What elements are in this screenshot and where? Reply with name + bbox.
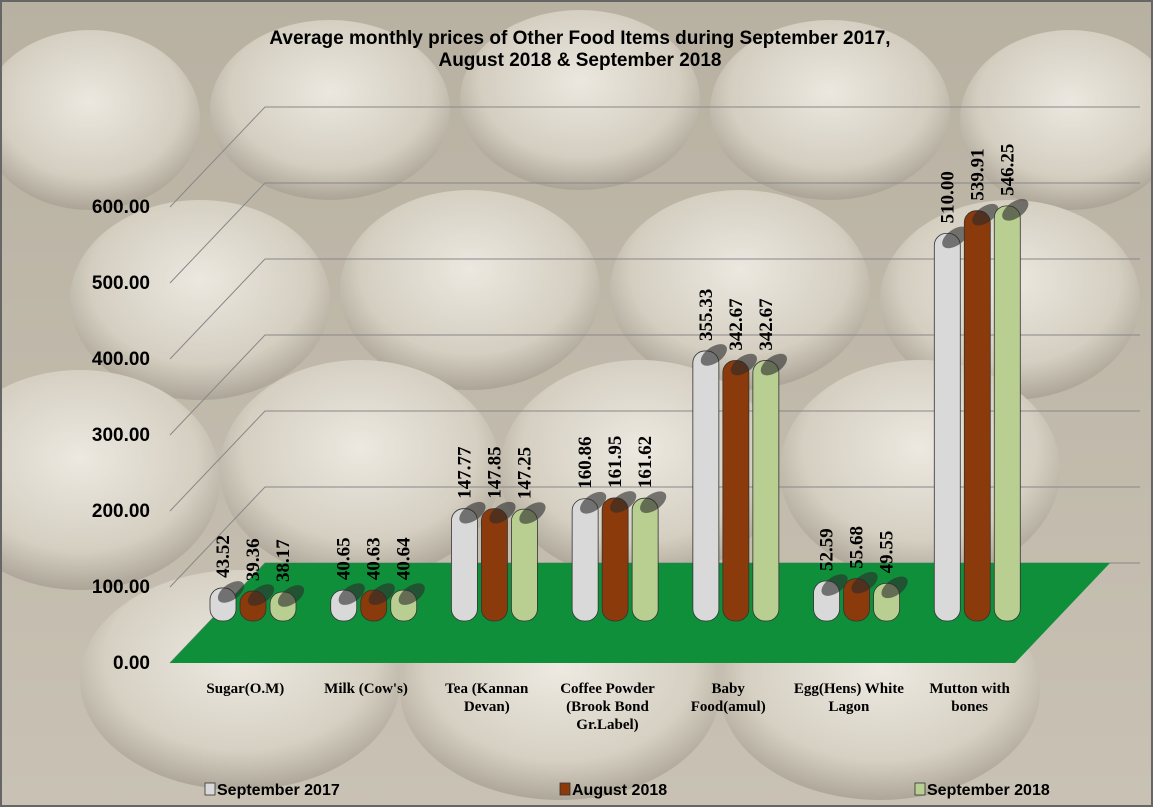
bar-cap [1002,199,1029,221]
grid-line [169,486,1140,588]
bar-cap [760,353,787,376]
bar [752,360,780,622]
bar-cap [730,353,757,376]
value-label: 147.25 [514,447,535,499]
bar [993,205,1021,622]
bar-cap [368,583,395,605]
grid-line [169,410,1140,512]
legend-swatch [914,782,926,796]
bar [451,508,478,622]
value-label: 161.62 [635,436,656,488]
x-tick-label: Milk (Cow's) [324,681,408,697]
bar-cap [217,581,245,603]
bar-cap [610,491,637,513]
value-label: 342.67 [756,298,777,351]
bar-cap [398,583,425,605]
bar-cap [851,571,878,594]
value-label: 40.65 [334,537,355,580]
bar [692,350,720,622]
grid-line [169,182,1140,284]
x-tick-label: Egg(Hens) White Lagon [793,681,904,715]
value-label: 355.33 [696,289,717,341]
bar [481,508,508,622]
value-label: 539.91 [967,148,988,200]
bar-cap [277,585,305,607]
value-label: 52.59 [817,528,838,571]
bar-cap [580,491,607,514]
y-tick-label: 300.00 [92,425,150,446]
bar [571,498,599,622]
bar-cap [489,501,516,524]
bar-cap [247,584,275,606]
bar [601,497,629,622]
value-label: 49.55 [877,531,898,574]
bar-cap [881,576,908,599]
bar-cap [459,501,486,524]
value-label: 40.64 [394,537,415,580]
y-tick-label: 200.00 [92,501,150,522]
grid-line [169,106,1140,208]
y-tick-label: 400.00 [92,349,150,370]
value-label: 43.52 [213,535,234,578]
value-label: 342.67 [726,298,747,351]
x-tick-label: Baby Food(amul) [690,681,766,715]
bar [722,360,750,622]
value-label: 147.85 [484,446,505,498]
bar-cap [338,583,365,605]
value-label: 39.36 [243,538,264,581]
y-tick-label: 500.00 [92,273,150,294]
bar-cap [519,502,546,524]
x-tick-label: Coffee Powder (Brook Bond Gr.Label) [560,681,655,733]
value-label: 510.00 [937,171,958,223]
value-label: 40.63 [364,537,385,580]
y-tick-label: 0.00 [113,653,150,674]
legend-label: September 2017 [217,782,340,799]
bar [511,508,538,622]
legend-swatch [204,782,216,796]
bar-cap [700,344,727,366]
bar-cap [942,226,969,249]
value-label: 38.17 [273,539,294,582]
legend-label: August 2018 [572,782,667,799]
chart-title: Average monthly prices of Other Food Ite… [269,28,890,71]
x-tick-label: Mutton with bones [929,681,1010,715]
value-label: 546.25 [997,144,1018,196]
grid-line [169,334,1140,436]
bar-cap [821,574,848,596]
bar [963,210,991,622]
bar [933,232,961,622]
bar-cap [640,491,667,513]
legend-swatch [559,782,571,796]
bar-cap [972,203,999,226]
value-label: 160.86 [575,436,596,488]
value-label: 55.68 [847,526,868,569]
x-tick-label: Tea (Kannan Devan) [445,681,529,715]
bar [631,497,659,622]
y-tick-label: 600.00 [92,197,150,218]
y-tick-label: 100.00 [92,577,150,598]
value-label: 147.77 [454,446,475,499]
legend-label: September 2018 [927,782,1050,799]
x-tick-label: Sugar(O.M) [206,681,285,697]
value-label: 161.95 [605,436,626,488]
grid-line [169,258,1140,360]
